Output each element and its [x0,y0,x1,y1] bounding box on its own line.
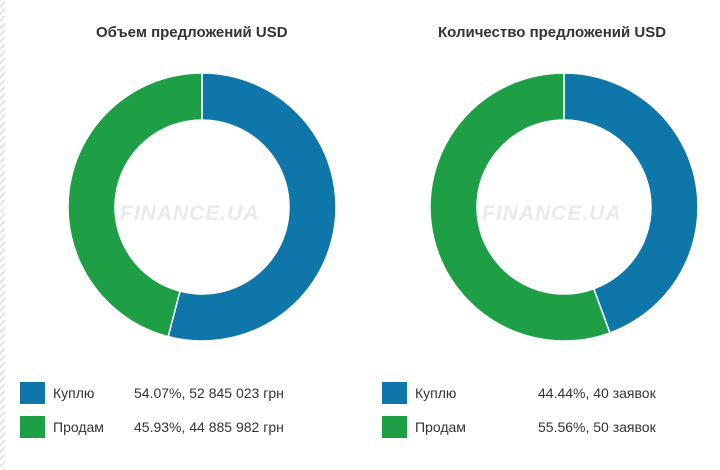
watermark-logo: FINANCE.UA [120,202,260,225]
slice-sell [429,72,611,342]
legend-value: 45.93%, 44 885 982 грн [134,419,284,435]
legend-item-sell-volume: Продам 45.93%, 44 885 982 грн [20,416,284,438]
legend-swatch-buy [20,382,45,404]
legend-label: Продам [415,419,466,435]
legend-swatch-buy [382,382,407,404]
legend-item-buy-volume: Куплю 54.07%, 52 845 023 грн [20,382,284,404]
decorative-stripe [0,0,5,470]
legend-value: 44.44%, 40 заявок [538,385,656,401]
legend-label: Куплю [53,385,95,401]
chart-title-count: Количество предложений USD [438,24,667,41]
chart-title-volume: Объем предложений USD [96,24,288,41]
slice-sell [67,72,203,338]
legend-value: 54.07%, 52 845 023 грн [134,385,284,401]
legend-swatch-sell [20,416,45,438]
slice-buy [167,72,337,342]
legend-item-buy-count: Куплю 44.44%, 40 заявок [382,382,656,404]
slice-buy [563,72,699,334]
legend-label: Куплю [415,385,457,401]
donut-chart-count [429,72,699,342]
legend-item-sell-count: Продам 55.56%, 50 заявок [382,416,656,438]
legend-value: 55.56%, 50 заявок [538,419,656,435]
watermark-logo: FINANCE.UA [482,202,622,225]
donut-chart-volume [67,72,337,342]
legend-swatch-sell [382,416,407,438]
legend-label: Продам [53,419,104,435]
